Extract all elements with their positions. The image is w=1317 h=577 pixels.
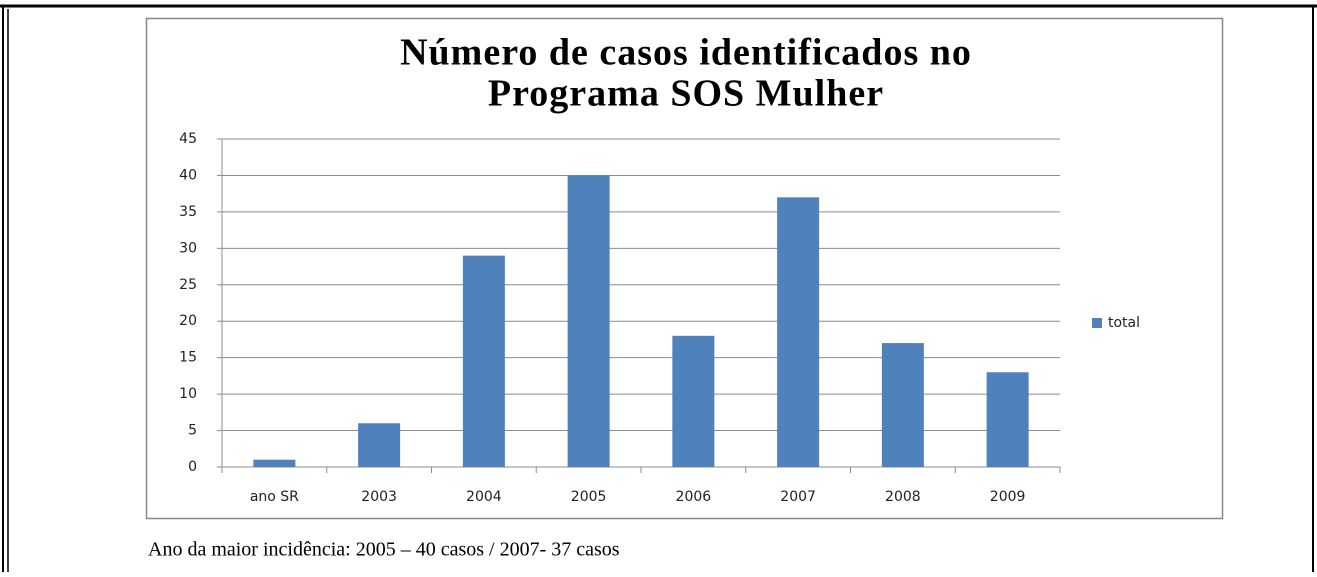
- bar: [986, 372, 1029, 467]
- x-tick-label: 2007: [780, 489, 816, 505]
- y-tick-label: 0: [188, 459, 197, 475]
- chart-title: Programa SOS Mulher: [488, 73, 884, 115]
- y-tick-label: 20: [179, 313, 197, 329]
- y-tick-label: 30: [179, 240, 197, 256]
- y-tick-label: 15: [179, 350, 197, 366]
- y-tick-label: 10: [179, 386, 197, 402]
- y-tick-label: 40: [179, 167, 197, 183]
- x-tick-label: 2003: [361, 489, 397, 505]
- y-tick-label: 45: [179, 131, 197, 147]
- bar: [462, 255, 505, 467]
- bar: [777, 197, 820, 468]
- legend-label: total: [1108, 315, 1140, 331]
- y-tick-label: 5: [188, 423, 197, 439]
- bar: [881, 343, 924, 467]
- y-tick-label: 35: [179, 204, 197, 220]
- chart-title: Número de casos identificados no: [400, 32, 972, 74]
- x-tick-label: ano SR: [250, 489, 299, 505]
- bar: [253, 459, 296, 467]
- bar: [567, 175, 610, 467]
- x-tick-label: 2008: [885, 489, 921, 505]
- y-tick-label: 25: [179, 277, 197, 293]
- caption: Ano da maior incidência: 2005 – 40 casos…: [148, 539, 620, 561]
- bar: [358, 423, 401, 467]
- x-tick-label: 2005: [571, 489, 607, 505]
- x-tick-label: 2004: [466, 489, 502, 505]
- bar: [672, 335, 715, 467]
- legend-swatch: [1092, 318, 1102, 328]
- x-tick-label: 2009: [990, 489, 1026, 505]
- x-tick-label: 2006: [676, 489, 712, 505]
